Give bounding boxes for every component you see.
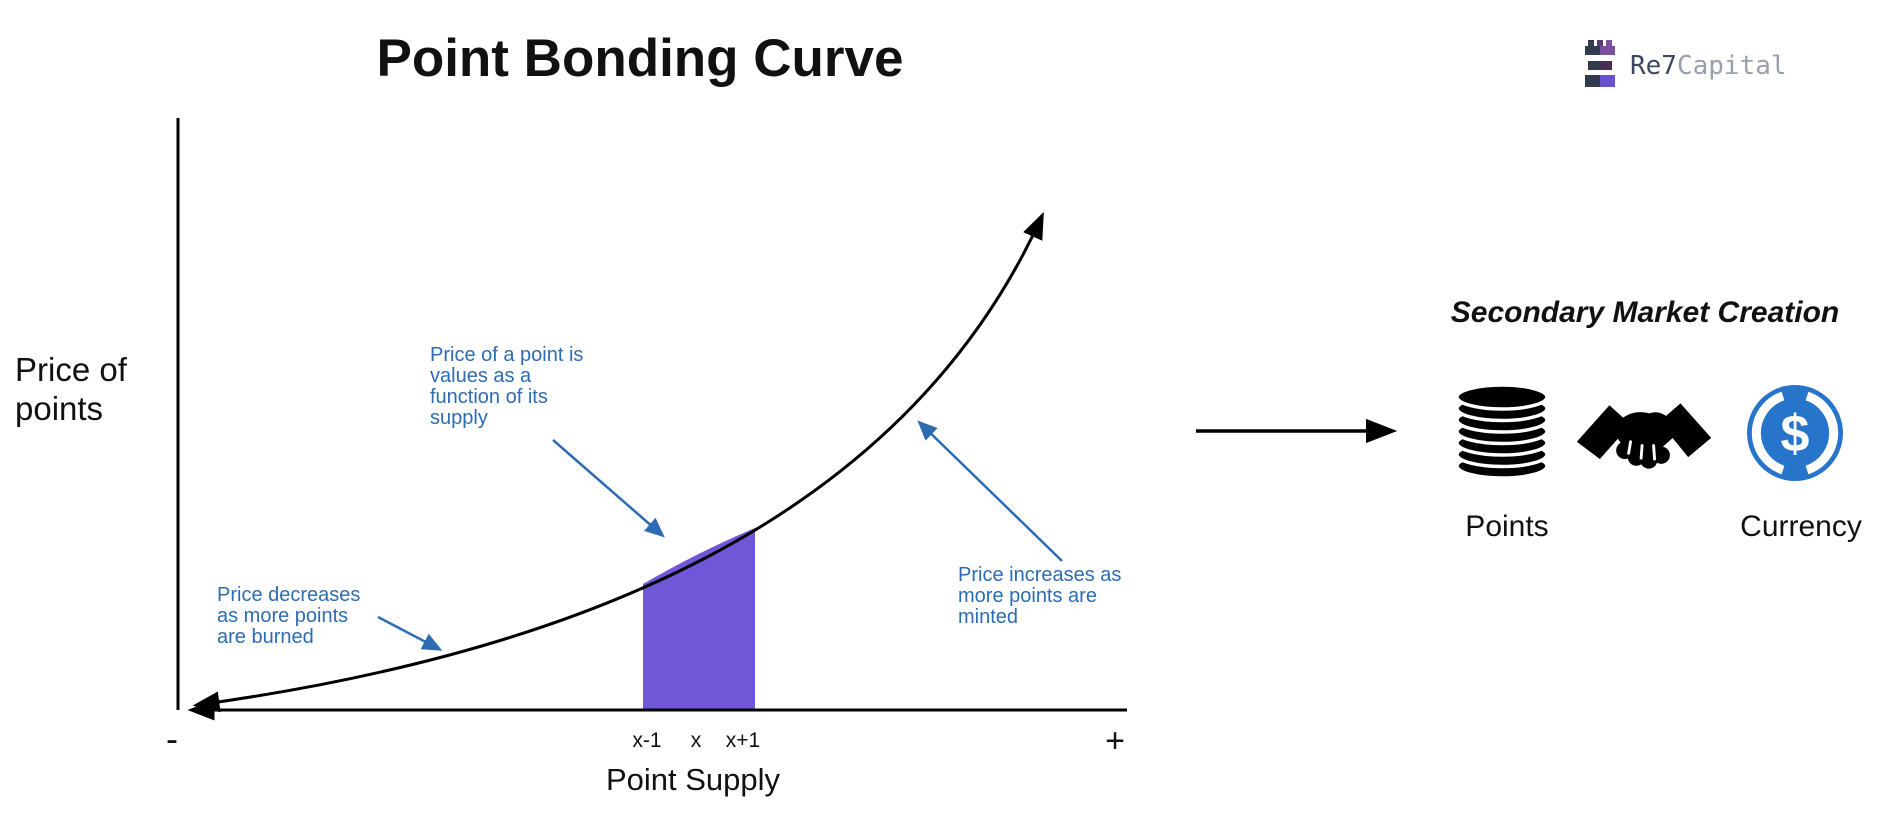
- page-title: Point Bonding Curve: [376, 29, 904, 88]
- handshake-icon: [1572, 388, 1716, 489]
- currency-label: Currency: [1740, 510, 1862, 543]
- annotation-arrow-minted: [917, 420, 1063, 562]
- logo-text-capital: Capital: [1676, 51, 1787, 81]
- x-tick-x-minus-1: x-1: [632, 729, 662, 752]
- annotation-price-decreases: Price decreases as more points are burne…: [217, 584, 361, 648]
- annotation-arrow-function: [552, 439, 665, 538]
- points-label: Points: [1465, 510, 1549, 543]
- logo-text-re7: Re7: [1630, 51, 1677, 81]
- annotation-price-increases: Price increases as more points are minte…: [958, 564, 1122, 628]
- shaded-area-region: [643, 528, 755, 709]
- x-tick-plus: +: [1105, 722, 1125, 760]
- re7-castle-bars-icon: [1585, 40, 1616, 92]
- usdc-currency-icon: $: [1745, 383, 1845, 488]
- x-tick-x-plus-1: x+1: [725, 729, 761, 752]
- svg-text:$: $: [1781, 405, 1810, 463]
- logo-wordmark: Re7Capital: [1630, 51, 1787, 81]
- x-tick-x: x: [690, 729, 702, 752]
- x-axis-label: Point Supply: [605, 762, 781, 797]
- re7capital-logo: Re7Capital: [1585, 40, 1787, 92]
- secondary-market-title: Secondary Market Creation: [1450, 296, 1840, 329]
- x-tick-minus: -: [166, 718, 178, 759]
- annotation-arrow-burned: [377, 615, 443, 651]
- bonding-curve-line: [192, 211, 1044, 713]
- annotation-price-function: Price of a point is values as a function…: [430, 344, 584, 429]
- y-axis-label: Price of points: [15, 351, 127, 427]
- coin-stack-icon: [1452, 383, 1552, 484]
